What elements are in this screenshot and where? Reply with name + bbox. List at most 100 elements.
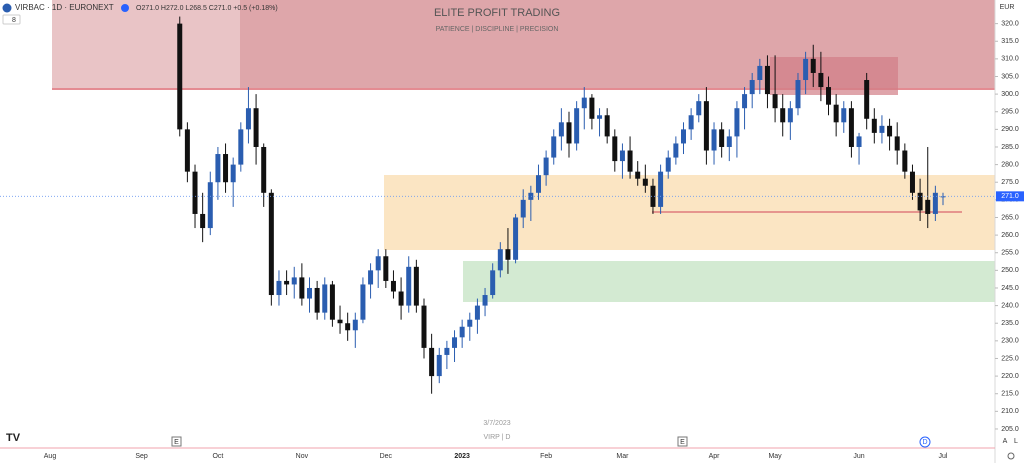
y-tick-label: 255.0: [1001, 250, 1019, 257]
candle-body: [574, 108, 580, 144]
symbol: VIRBAC · 1D · EURONEXT: [15, 3, 114, 12]
candle-body: [619, 150, 625, 162]
candle-body: [902, 150, 908, 172]
y-tick-label: 245.0: [1001, 285, 1019, 292]
y-tick-label: 315.0: [1001, 38, 1019, 45]
candle-body: [688, 115, 694, 130]
symbol-logo: [2, 3, 12, 13]
candle-body: [650, 185, 656, 207]
candle-body: [734, 108, 740, 137]
dividend-marker[interactable]: [919, 436, 931, 448]
y-tick-label: 305.0: [1001, 73, 1019, 80]
candle-body: [505, 249, 511, 260]
watermark-date: 3/7/2023: [483, 420, 510, 427]
candle-body: [421, 305, 427, 348]
event-marker[interactable]: [677, 436, 688, 447]
candle-body: [390, 280, 396, 292]
candle-body: [841, 108, 847, 123]
scale-button[interactable]: L: [1014, 438, 1018, 445]
candle-body: [436, 354, 442, 377]
scale-button[interactable]: A: [1003, 438, 1008, 445]
supply-zone-left: [52, 0, 240, 90]
candle-body: [490, 270, 496, 296]
candle-body: [406, 266, 412, 306]
candle-body: [558, 122, 564, 137]
candle-body: [551, 136, 557, 158]
x-tick-label: Sep: [135, 453, 148, 460]
candle-body: [673, 143, 679, 158]
candle-body: [764, 65, 770, 95]
candle-body: [543, 157, 549, 176]
candle-body: [871, 118, 877, 133]
candle-body: [177, 23, 183, 130]
candle-body: [604, 115, 610, 137]
candle-body: [444, 347, 450, 355]
y-tick-label: 220.0: [1001, 373, 1019, 380]
candle-body: [719, 129, 725, 147]
candle-body: [276, 280, 282, 296]
settings-icon[interactable]: [1007, 452, 1015, 460]
candle-body: [627, 150, 633, 172]
candle-body: [696, 101, 702, 116]
x-tick-label: Nov: [296, 453, 309, 460]
candle-body: [757, 65, 763, 81]
candle-body: [467, 319, 473, 327]
candle-body: [413, 266, 419, 306]
x-tick-label: Oct: [212, 453, 223, 460]
candle-body: [833, 104, 839, 123]
candle-body: [360, 284, 366, 320]
y-tick-label: 225.0: [1001, 355, 1019, 362]
candle-body: [680, 129, 686, 144]
indicator-toggle[interactable]: [2, 14, 21, 25]
candle-body: [261, 146, 267, 193]
y-tick-label: 240.0: [1001, 302, 1019, 309]
zone-edge: [52, 88, 995, 90]
candle-body: [459, 326, 465, 338]
link-icon[interactable]: [121, 4, 129, 12]
candle-body: [497, 249, 503, 271]
candle-body: [810, 58, 816, 73]
x-tick-label: Dec: [380, 453, 393, 460]
y-tick-label: 275.0: [1001, 179, 1019, 186]
candle-body: [337, 319, 343, 324]
y-tick-label: 295.0: [1001, 109, 1019, 116]
candle-body: [375, 256, 381, 271]
y-tick-label: 300.0: [1001, 91, 1019, 98]
candle-body: [864, 80, 870, 119]
candle-body: [528, 192, 534, 200]
y-tick-label: 265.0: [1001, 214, 1019, 221]
candle-body: [818, 72, 824, 88]
candle-body: [917, 192, 923, 211]
event-marker[interactable]: [171, 436, 182, 447]
y-tick-label: 210.0: [1001, 408, 1019, 415]
candle-body: [665, 157, 671, 172]
event-label: E: [174, 439, 179, 446]
candle-body: [520, 199, 526, 218]
y-tick-label: 230.0: [1001, 338, 1019, 345]
candle-body: [482, 295, 488, 306]
candle-body: [909, 171, 915, 193]
candle-body: [772, 94, 778, 109]
indicator-count: 8: [12, 17, 16, 24]
y-tick-label: 250.0: [1001, 267, 1019, 274]
candle-body: [238, 129, 244, 165]
y-tick-label: 310.0: [1001, 56, 1019, 63]
candle-body: [352, 319, 358, 331]
candle-body: [329, 284, 335, 320]
candle-body: [184, 129, 190, 172]
watermark-title: ELITE PROFIT TRADING: [434, 7, 560, 19]
x-tick-label: Apr: [709, 453, 721, 460]
candle-body: [879, 125, 885, 133]
candle-body: [642, 178, 648, 186]
last-price-label: 271.0: [1001, 193, 1019, 200]
candle-body: [597, 115, 603, 119]
last-price-box: [996, 191, 1024, 202]
candle-body: [566, 122, 572, 144]
candle-body: [780, 108, 786, 123]
ohlc-legend: O271.0 H272.0 L268.5 C271.0 +0.5 (+0.18%…: [136, 5, 278, 12]
candle-body: [612, 136, 618, 162]
candle-body: [284, 280, 290, 285]
currency: EUR: [1000, 4, 1015, 11]
candle-body: [635, 171, 641, 179]
